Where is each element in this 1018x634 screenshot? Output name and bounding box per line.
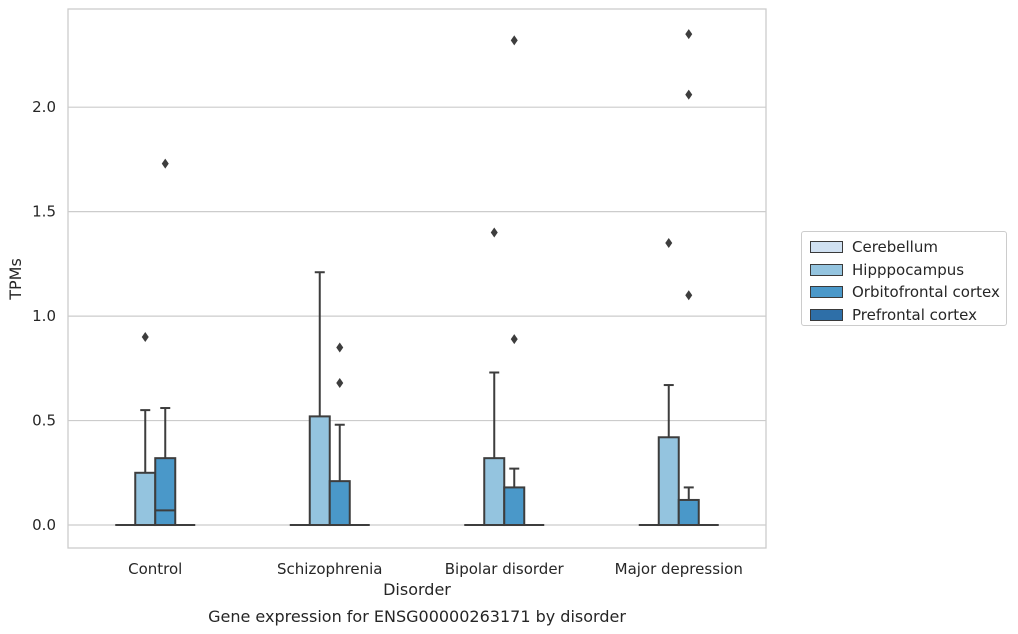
outlier-point bbox=[510, 35, 518, 46]
x-tick-label: Major depression bbox=[615, 560, 743, 578]
legend-label: Prefrontal cortex bbox=[852, 305, 977, 324]
box-rect bbox=[657, 436, 680, 527]
box-rect bbox=[503, 486, 526, 527]
outlier-point bbox=[685, 29, 693, 40]
legend-item: Orbitofrontal cortex bbox=[810, 281, 1006, 304]
box-rect bbox=[328, 480, 351, 527]
legend-label: Hipppocampus bbox=[852, 260, 965, 279]
outlier-point bbox=[665, 237, 673, 248]
outlier-point bbox=[510, 334, 518, 345]
outlier-point bbox=[336, 377, 344, 388]
legend-item: Prefrontal cortex bbox=[810, 304, 1006, 327]
legend-swatch bbox=[810, 286, 843, 299]
legend-swatch bbox=[810, 263, 843, 276]
outlier-point bbox=[685, 89, 693, 100]
x-tick-labels: Control Schizophrenia Bipolar disorder Majo… bbox=[128, 560, 743, 578]
boxes bbox=[115, 29, 719, 527]
box-rect bbox=[154, 457, 177, 527]
legend-label: Cerebellum bbox=[852, 238, 938, 257]
y-tick-label: 1.5 bbox=[32, 203, 56, 221]
box-rect bbox=[677, 498, 700, 527]
outlier-point bbox=[490, 227, 498, 238]
figure-caption: Gene expression for ENSG00000263171 by d… bbox=[208, 607, 626, 626]
legend-item: Cerebellum bbox=[810, 236, 1006, 259]
box-rect bbox=[308, 415, 331, 527]
box-group bbox=[328, 342, 351, 527]
y-tick-label: 0.0 bbox=[32, 516, 56, 534]
y-axis-label: TPMs bbox=[6, 258, 25, 301]
box-group bbox=[483, 227, 506, 527]
box-group bbox=[503, 35, 526, 527]
legend-swatch bbox=[810, 241, 843, 254]
legend-swatch bbox=[810, 308, 843, 321]
y-tick-label: 2.0 bbox=[32, 98, 56, 116]
x-tick-label: Bipolar disorder bbox=[445, 560, 565, 578]
y-tick-label: 0.5 bbox=[32, 412, 56, 430]
box-rect bbox=[134, 471, 157, 527]
legend-item: Hipppocampus bbox=[810, 259, 1006, 282]
box-rect bbox=[483, 457, 506, 527]
plot-frame bbox=[67, 8, 767, 549]
outlier-point bbox=[161, 158, 169, 169]
outlier-point bbox=[336, 342, 344, 353]
legend: Cerebellum Hipppocampus Orbitofrontal co… bbox=[801, 231, 1007, 326]
legend-label: Orbitofrontal cortex bbox=[852, 283, 1000, 302]
outlier-point bbox=[685, 290, 693, 301]
x-tick-label: Schizophrenia bbox=[277, 560, 382, 578]
x-tick-label: Control bbox=[128, 560, 182, 578]
box-group bbox=[134, 331, 157, 527]
box-group bbox=[657, 237, 680, 527]
box-group bbox=[677, 29, 700, 527]
box-group bbox=[308, 271, 331, 527]
y-tick-label: 1.0 bbox=[32, 307, 56, 325]
x-axis-label: Disorder bbox=[383, 580, 451, 599]
box-group bbox=[154, 158, 177, 527]
y-tick-labels: 0.0 0.5 1.0 1.5 2.0 bbox=[32, 98, 56, 534]
outlier-point bbox=[141, 331, 149, 342]
